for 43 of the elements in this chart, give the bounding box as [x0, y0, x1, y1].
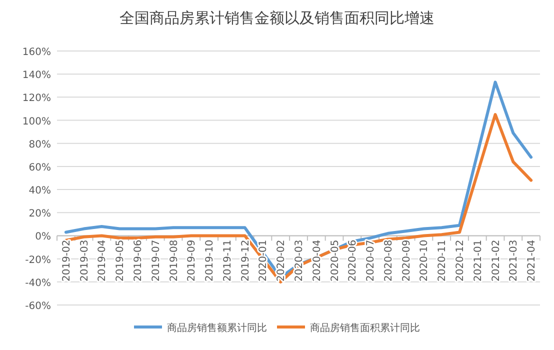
x-tick-label: 2021-03 [508, 240, 520, 282]
x-tick-label: 2021-02 [490, 240, 502, 282]
x-tick-label: 2019-12 [240, 240, 252, 282]
x-tick-label: 2019-05 [115, 240, 126, 282]
x-tick-label: 2019-06 [133, 240, 144, 282]
x-tick-label: 2020-01 [258, 240, 270, 282]
x-tick-label: 2020-12 [455, 240, 466, 282]
x-tick-label: 2020-10 [419, 240, 430, 282]
y-tick-label: 40% [28, 186, 51, 197]
x-tick-label: 2019-08 [168, 240, 180, 282]
x-tick-label: 2021-01 [472, 240, 484, 282]
x-tick-label: 2020-06 [348, 240, 359, 282]
x-tick-label: 2019-02 [61, 240, 72, 282]
chart-title: 全国商品房累计销售金额以及销售面积同比增速 [120, 10, 434, 27]
x-tick-label: 2020-03 [294, 240, 305, 282]
x-tick-label: 2019-03 [79, 240, 90, 282]
y-tick-label: 60% [28, 162, 51, 174]
y-tick-label: -20% [25, 254, 51, 266]
x-tick-label: 2020-08 [383, 240, 394, 282]
y-tick-label: -60% [25, 301, 51, 312]
y-tick-label: 120% [22, 93, 51, 104]
legend-label: 商品房销售额累计同比 [167, 322, 267, 334]
y-tick-label: 160% [22, 47, 51, 58]
x-tick-label: 2020-09 [401, 240, 412, 282]
x-tick-label: 2019-04 [97, 240, 108, 282]
x-tick-label: 2019-07 [150, 240, 162, 282]
x-tick-label: 2020-05 [330, 240, 341, 282]
x-tick-label: 2019-09 [186, 240, 198, 282]
x-tick-label: 2020-11 [437, 240, 448, 282]
y-tick-label: 140% [22, 70, 51, 82]
x-tick-label: 2020-04 [312, 240, 323, 282]
x-tick-label: 2019-10 [204, 240, 216, 282]
y-tick-label: 0% [35, 232, 51, 243]
x-tick-label: 2020-02 [276, 240, 288, 282]
line-series [64, 113, 533, 284]
x-tick-label: 2020-07 [366, 240, 377, 282]
x-tick-label: 2019-11 [222, 240, 234, 282]
y-tick-label: -40% [25, 278, 51, 289]
y-tick-label: 20% [28, 208, 51, 220]
y-tick-label: 100% [22, 116, 51, 128]
x-tick-label: 2021-04 [526, 240, 538, 282]
legend-label: 商品房销售面积累计同比 [310, 322, 420, 334]
y-tick-label: 80% [28, 139, 51, 150]
